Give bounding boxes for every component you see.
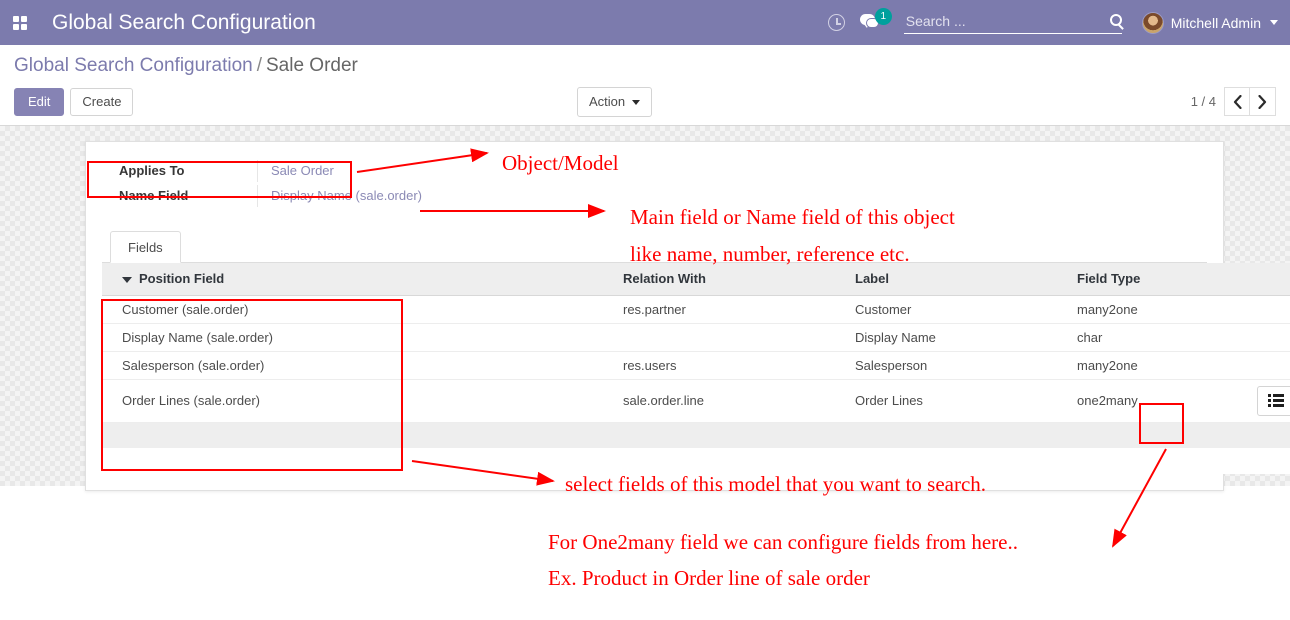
chevron-down-icon — [1270, 20, 1278, 25]
cell-actions — [1247, 379, 1290, 423]
footer-cell — [102, 422, 500, 448]
global-search[interactable] — [903, 11, 1122, 34]
cell-field-type: many2one — [1069, 351, 1247, 380]
cell-actions — [1247, 351, 1290, 380]
column-header-position-field-label: Position Field — [139, 271, 225, 287]
field-row-applies-to: Applies To Sale Order — [102, 158, 1207, 183]
cell-relation-with: res.partner — [615, 295, 847, 324]
bottom-white-area — [0, 497, 1290, 620]
empty-cell — [1247, 448, 1290, 474]
footer-cell — [1069, 422, 1247, 448]
apps-grid-icon[interactable] — [6, 9, 34, 37]
table-body: Customer (sale.order) res.partner Custom… — [102, 295, 1290, 474]
table-row[interactable]: Order Lines (sale.order) sale.order.line… — [102, 379, 1290, 423]
table-row[interactable]: Customer (sale.order) res.partner Custom… — [102, 295, 1290, 324]
cell-actions — [1247, 295, 1290, 324]
table-footer-row — [102, 422, 1290, 448]
cell-position-field[interactable]: Salesperson (sale.order) — [102, 351, 500, 380]
cell-blank — [500, 295, 615, 324]
cell-blank — [500, 351, 615, 380]
cell-label: Display Name — [847, 323, 1069, 352]
column-header-actions — [1247, 263, 1290, 296]
empty-cell — [102, 448, 500, 474]
clock-glyph — [828, 14, 846, 31]
fields-list-table: Position Field Relation With Label Field… — [102, 263, 1290, 474]
cell-position-field[interactable]: Customer (sale.order) — [102, 295, 500, 324]
create-button[interactable]: Create — [70, 88, 134, 116]
user-menu[interactable]: Mitchell Admin — [1134, 0, 1282, 45]
applies-to-label: Applies To — [119, 163, 185, 178]
column-header-relation-with[interactable]: Relation With — [615, 263, 847, 296]
name-field-value[interactable]: Display Name (sale.order) — [257, 184, 557, 207]
search-icon[interactable] — [1109, 13, 1122, 26]
edit-button[interactable]: Edit — [14, 88, 65, 116]
cell-label: Order Lines — [847, 379, 1069, 423]
table-empty-row[interactable] — [102, 448, 1290, 474]
pager-next-button[interactable] — [1250, 87, 1276, 116]
chevron-down-icon — [632, 99, 641, 105]
sort-desc-icon — [122, 276, 132, 283]
column-header-blank — [500, 263, 615, 296]
cell-label: Salesperson — [847, 351, 1069, 380]
clock-icon[interactable] — [820, 0, 854, 45]
breadcrumb-separator: / — [256, 55, 262, 76]
cell-field-type: many2one — [1069, 295, 1247, 324]
breadcrumb-root[interactable]: Global Search Configuration — [14, 55, 253, 76]
footer-cell — [615, 422, 847, 448]
name-field-label: Name Field — [119, 188, 189, 203]
column-header-field-type[interactable]: Field Type — [1069, 263, 1247, 296]
configure-subfields-button[interactable] — [1257, 385, 1290, 416]
breadcrumb-current: Sale Order — [265, 55, 358, 76]
control-panel-buttons: Edit Create Action 1 / 4 — [14, 87, 1276, 117]
footer-cell — [1247, 422, 1290, 448]
pager-count: 1 / 4 — [1190, 94, 1216, 109]
table-header-row: Position Field Relation With Label Field… — [102, 263, 1290, 296]
empty-cell — [847, 448, 1069, 474]
cell-relation-with: res.users — [615, 351, 847, 380]
cell-blank — [500, 323, 615, 352]
field-row-name-field: Name Field Display Name (sale.order) — [102, 183, 1207, 208]
cell-blank — [500, 379, 615, 423]
action-dropdown-button[interactable]: Action — [577, 87, 653, 117]
pager-previous-button[interactable] — [1224, 87, 1250, 116]
form-sheet: Applies To Sale Order Name Field Display… — [85, 141, 1290, 491]
cell-actions — [1247, 323, 1290, 352]
empty-cell — [500, 448, 615, 474]
list-lines-icon — [1268, 394, 1284, 407]
avatar — [1141, 11, 1164, 34]
pager: 1 / 4 — [1191, 87, 1276, 116]
cell-position-field[interactable]: Order Lines (sale.order) — [102, 379, 500, 423]
empty-cell — [615, 448, 847, 474]
cell-relation-with — [615, 323, 847, 352]
table-row[interactable]: Salesperson (sale.order) res.users Sales… — [102, 351, 1290, 380]
column-header-position-field[interactable]: Position Field — [102, 263, 500, 296]
chevron-left-icon — [1233, 94, 1242, 109]
breadcrumb: Global Search Configuration / Sale Order — [14, 55, 1276, 77]
tab-fields[interactable]: Fields — [110, 231, 181, 263]
chat-icon[interactable]: 1 — [854, 0, 892, 45]
notebook-tabs: Fields — [102, 231, 1207, 263]
messages-badge: 1 — [874, 8, 892, 25]
search-input[interactable] — [903, 11, 1104, 30]
empty-cell — [1069, 448, 1247, 474]
applies-to-value[interactable]: Sale Order — [257, 159, 557, 182]
chevron-right-icon — [1258, 94, 1267, 109]
user-name: Mitchell Admin — [1170, 14, 1261, 31]
table-row[interactable]: Display Name (sale.order) Display Name c… — [102, 323, 1290, 352]
apps-grid-glyph — [13, 15, 27, 30]
cell-position-field[interactable]: Display Name (sale.order) — [102, 323, 500, 352]
app-title: Global Search Configuration — [52, 10, 316, 34]
cell-field-type: one2many — [1069, 379, 1247, 423]
cell-field-type: char — [1069, 323, 1247, 352]
action-label: Action — [589, 94, 626, 110]
cell-label: Customer — [847, 295, 1069, 324]
cell-relation-with: sale.order.line — [615, 379, 847, 423]
footer-cell — [847, 422, 1069, 448]
top-navbar: Global Search Configuration 1 Mitchell A… — [0, 0, 1290, 45]
table-head: Position Field Relation With Label Field… — [102, 263, 1290, 296]
footer-cell — [500, 422, 615, 448]
control-panel: Global Search Configuration / Sale Order E… — [0, 45, 1290, 126]
column-header-label[interactable]: Label — [847, 263, 1069, 296]
navbar-right-group: 1 Mitchell Admin — [820, 0, 1282, 45]
